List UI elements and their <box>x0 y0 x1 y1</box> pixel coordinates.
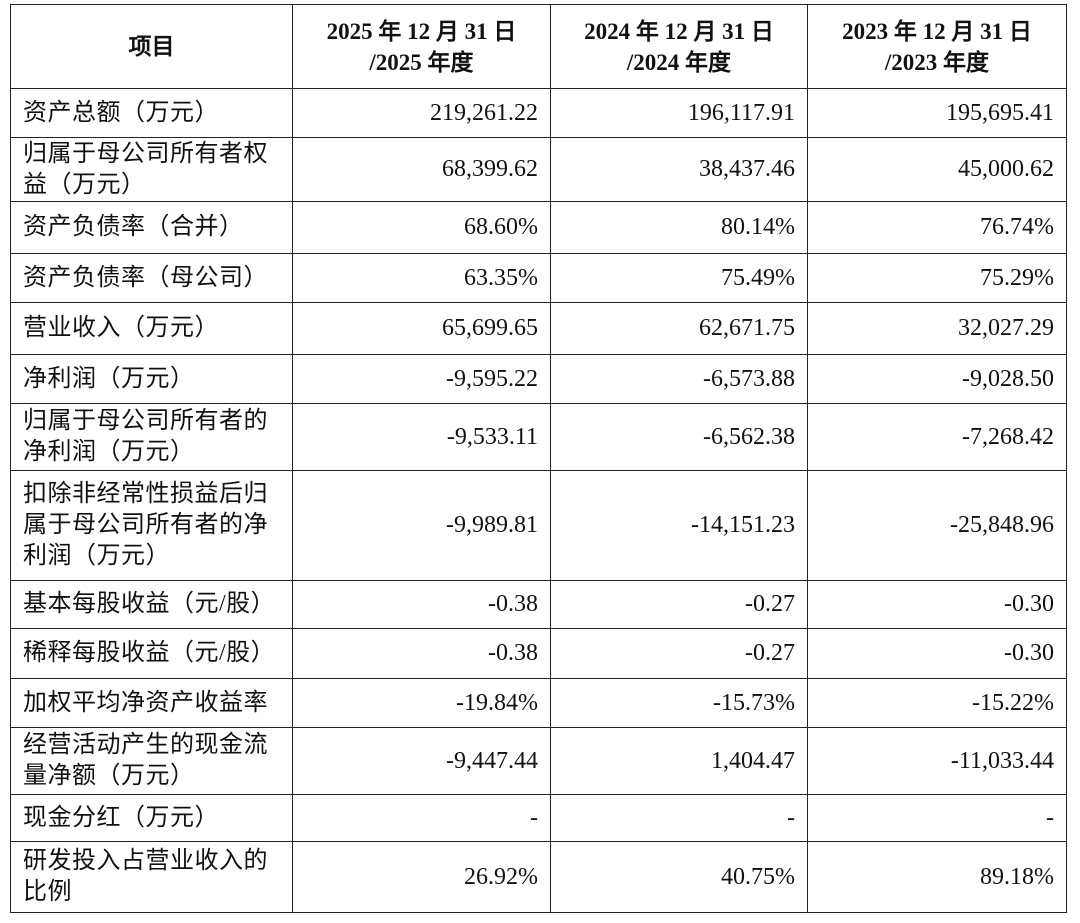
header-cell: 2025 年 12 月 31 日/2025 年度 <box>292 4 551 89</box>
cell-value: -0.38 <box>292 628 551 679</box>
cell-value: -9,028.50 <box>807 354 1067 404</box>
row-label: 经营活动产生的现金流量净额（万元） <box>10 727 293 795</box>
row-label: 净利润（万元） <box>10 354 293 404</box>
table-row: 研发投入占营业收入的比例 26.92% 40.75% 89.18% <box>10 841 1067 913</box>
cell-value: -0.30 <box>807 628 1067 679</box>
cell-value: 62,671.75 <box>550 302 808 355</box>
cell-value: 26.92% <box>292 841 551 913</box>
row-label: 营业收入（万元） <box>10 302 293 355</box>
header-cell: 项目 <box>10 4 293 89</box>
table-row: 净利润（万元） -9,595.22 -6,573.88 -9,028.50 <box>10 354 1067 404</box>
table-row: 加权平均净资产收益率 -19.84% -15.73% -15.22% <box>10 678 1067 728</box>
cell-value: -0.30 <box>807 580 1067 629</box>
row-label: 资产总额（万元） <box>10 88 293 138</box>
cell-value: - <box>550 794 808 842</box>
header-row: 项目 2025 年 12 月 31 日/2025 年度 2024 年 12 月 31… <box>10 4 1067 89</box>
cell-value: -9,533.11 <box>292 403 551 471</box>
table-row: 归属于母公司所有者的净利润（万元） -9,533.11 -6,562.38 -7,26… <box>10 403 1067 471</box>
cell-value: 65,699.65 <box>292 302 551 355</box>
cell-value: -6,573.88 <box>550 354 808 404</box>
row-label: 资产负债率（合并） <box>10 201 293 254</box>
row-label: 扣除非经常性损益后归属于母公司所有者的净利润（万元） <box>10 470 293 581</box>
header-line: /2023 年度 <box>884 49 990 75</box>
row-label: 资产负债率（母公司） <box>10 253 293 303</box>
cell-value: 196,117.91 <box>550 88 808 138</box>
row-label: 归属于母公司所有者的净利润（万元） <box>10 403 293 471</box>
cell-value: -14,151.23 <box>550 470 808 581</box>
cell-value: -0.27 <box>550 580 808 629</box>
cell-value: -15.22% <box>807 678 1067 728</box>
cell-value: 89.18% <box>807 841 1067 913</box>
cell-value: -15.73% <box>550 678 808 728</box>
cell-value: -11,033.44 <box>807 727 1067 795</box>
row-label: 现金分红（万元） <box>10 794 293 842</box>
cell-value: - <box>807 794 1067 842</box>
table-row: 归属于母公司所有者权益（万元） 68,399.62 38,437.46 45,000.… <box>10 137 1067 202</box>
row-label: 基本每股收益（元/股） <box>10 580 293 629</box>
cell-value: - <box>292 794 551 842</box>
cell-value: 40.75% <box>550 841 808 913</box>
cell-value: 1,404.47 <box>550 727 808 795</box>
header-line: 2025 年 12 月 31 日 <box>326 18 517 44</box>
header-cell: 2023 年 12 月 31 日/2023 年度 <box>807 4 1067 89</box>
cell-value: -9,447.44 <box>292 727 551 795</box>
cell-value: -9,595.22 <box>292 354 551 404</box>
cell-value: -25,848.96 <box>807 470 1067 581</box>
header-line: 2024 年 12 月 31 日 <box>584 18 774 44</box>
cell-value: 38,437.46 <box>550 137 808 202</box>
cell-value: 76.74% <box>807 201 1067 254</box>
cell-value: 32,027.29 <box>807 302 1067 355</box>
header-cell: 2024 年 12 月 31 日/2024 年度 <box>550 4 808 89</box>
table-row: 资产负债率（合并） 68.60% 80.14% 76.74% <box>10 201 1067 254</box>
cell-value: 68.60% <box>292 201 551 254</box>
cell-value: -7,268.42 <box>807 403 1067 471</box>
header-line: /2024 年度 <box>626 49 732 75</box>
row-label: 加权平均净资产收益率 <box>10 678 293 728</box>
table-row: 扣除非经常性损益后归属于母公司所有者的净利润（万元） -9,989.81 -14,1… <box>10 470 1067 581</box>
cell-value: -9,989.81 <box>292 470 551 581</box>
table-row: 稀释每股收益（元/股） -0.38 -0.27 -0.30 <box>10 628 1067 679</box>
cell-value: -6,562.38 <box>550 403 808 471</box>
cell-value: 68,399.62 <box>292 137 551 202</box>
table-row: 资产总额（万元） 219,261.22 196,117.91 195,695.41 <box>10 88 1067 138</box>
table-row: 经营活动产生的现金流量净额（万元） -9,447.44 1,404.47 -11,03… <box>10 727 1067 795</box>
table-row: 营业收入（万元） 65,699.65 62,671.75 32,027.29 <box>10 302 1067 355</box>
header-line: /2025 年度 <box>369 49 474 75</box>
cell-value: -0.27 <box>550 628 808 679</box>
table-row: 资产负债率（母公司） 63.35% 75.49% 75.29% <box>10 253 1067 303</box>
cell-value: 195,695.41 <box>807 88 1067 138</box>
row-label: 稀释每股收益（元/股） <box>10 628 293 679</box>
cell-value: 75.29% <box>807 253 1067 303</box>
cell-value: -0.38 <box>292 580 551 629</box>
header-line: 2023 年 12 月 31 日 <box>842 18 1032 44</box>
row-label: 归属于母公司所有者权益（万元） <box>10 137 293 202</box>
table-row: 现金分红（万元） - - - <box>10 794 1067 842</box>
row-label: 研发投入占营业收入的比例 <box>10 841 293 913</box>
financial-table: 项目 2025 年 12 月 31 日/2025 年度 2024 年 12 月 31… <box>10 4 1067 913</box>
cell-value: 45,000.62 <box>807 137 1067 202</box>
cell-value: 80.14% <box>550 201 808 254</box>
table-row: 基本每股收益（元/股） -0.38 -0.27 -0.30 <box>10 580 1067 629</box>
cell-value: -19.84% <box>292 678 551 728</box>
cell-value: 63.35% <box>292 253 551 303</box>
cell-value: 219,261.22 <box>292 88 551 138</box>
cell-value: 75.49% <box>550 253 808 303</box>
